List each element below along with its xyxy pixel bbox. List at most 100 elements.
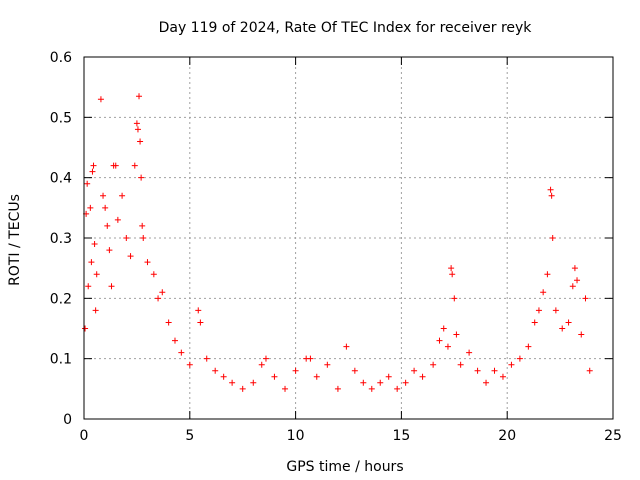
data-point [127,253,134,260]
data-point [92,307,99,314]
data-point [155,295,162,302]
data-point [559,325,566,332]
data-point [258,361,265,368]
data-point [114,216,121,223]
data-point [97,96,104,103]
data-point [82,325,89,332]
data-point [324,361,331,368]
data-point [159,289,166,296]
data-point [186,361,193,368]
data-point [586,367,593,374]
x-tick-label: 5 [185,428,194,444]
data-point [343,343,350,350]
chart-title: Day 119 of 2024, Rate Of TEC Index for r… [159,20,533,36]
data-point [271,373,278,380]
x-tick-label: 15 [392,428,410,444]
data-point [474,367,481,374]
data-point [144,259,151,266]
data-point [411,367,418,374]
data-point [457,361,464,368]
data-point [150,271,157,278]
data-point [402,379,409,386]
data-point [571,265,578,272]
data-point [250,379,257,386]
data-point [91,241,98,248]
data-point [436,337,443,344]
data-point [499,373,506,380]
data-point [394,385,401,392]
y-tick-label: 0.1 [50,352,72,368]
data-point [307,355,314,362]
data-point [220,373,227,380]
data-point [165,319,172,326]
data-point [212,367,219,374]
y-tick-label: 0 [63,412,72,428]
data-point [89,168,96,175]
data-point [548,192,555,199]
data-point [262,355,269,362]
data-point [313,373,320,380]
data-point [578,331,585,338]
data-point [531,319,538,326]
data-point [451,295,458,302]
y-tick-label: 0.3 [50,231,72,247]
y-tick-label: 0.2 [50,291,72,307]
x-tick-label: 25 [604,428,622,444]
data-point [582,295,589,302]
data-point [282,385,289,392]
x-tick-label: 10 [287,428,305,444]
data-point [292,367,299,374]
data-point [178,349,185,356]
axis-ticks: 0 5 10 15 20 25 0 0.1 0.2 0.3 0.4 0.5 0.6 [50,50,622,444]
data-point [483,379,490,386]
data-point [85,283,92,290]
data-point [229,379,236,386]
data-point [93,271,100,278]
data-point [88,259,95,266]
data-point [139,222,146,229]
x-tick-label: 20 [498,428,516,444]
y-tick-label: 0.5 [50,110,72,126]
data-point [549,235,556,241]
data-point [100,192,107,199]
data-point [440,325,447,332]
data-point [466,349,473,356]
data-point [133,120,140,127]
data-point [239,385,246,392]
y-tick-label: 0.4 [50,171,72,187]
data-point [535,307,542,314]
data-point [140,235,147,241]
data-point [136,93,143,100]
data-point [112,162,119,169]
data-point [544,271,551,278]
y-tick-label: 0.6 [50,50,72,66]
data-point [574,277,581,284]
data-point [137,138,144,145]
data-point [377,379,384,386]
data-point [134,126,141,133]
data-point [569,283,576,290]
data-point [444,343,451,350]
data-point [540,289,547,296]
data-point [102,204,109,211]
grid-lines [84,57,613,419]
data-point [108,283,115,290]
data-point [138,174,145,181]
data-point [84,180,91,187]
data-point [360,379,367,386]
data-point [430,361,437,368]
data-point [123,235,130,241]
data-point [87,204,94,211]
data-points [82,93,593,392]
data-point [516,355,523,362]
data-point [171,337,178,344]
data-point [491,367,498,374]
data-point [508,361,515,368]
data-point [334,385,341,392]
data-point [203,355,210,362]
data-point [547,186,554,193]
data-point [351,367,358,374]
data-point [453,331,460,338]
